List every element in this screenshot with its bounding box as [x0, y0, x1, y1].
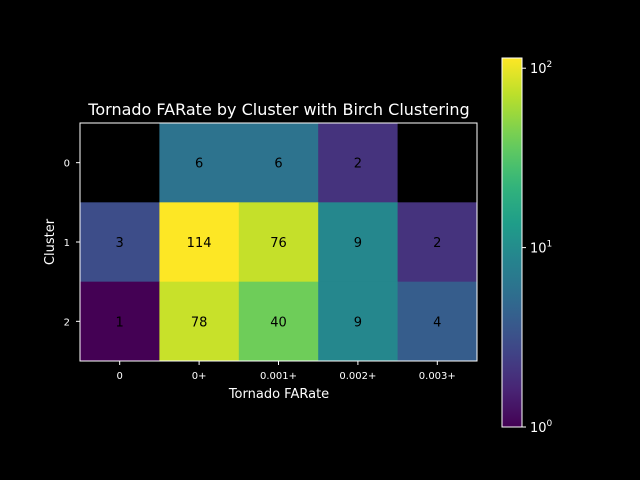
colorbar — [501, 57, 523, 428]
heatmap-cell — [159, 123, 240, 203]
colorbar-tick-label: 101 — [530, 240, 552, 257]
cell-value-label: 78 — [191, 315, 208, 330]
cell-value-label: 6 — [195, 157, 203, 172]
x-tick-label: 0+ — [192, 371, 207, 382]
y-tick-label: 2 — [64, 317, 70, 328]
heatmap-cell-labels: 6 6 2 3 114 76 9 2 1 78 40 9 4 — [116, 157, 442, 331]
heatmap-cell — [318, 202, 399, 283]
cell-value-label: 9 — [354, 236, 362, 251]
heatmap-cell — [238, 123, 319, 203]
cell-value-label: 3 — [116, 236, 124, 251]
heatmap-cell — [318, 281, 399, 362]
x-tick-label: 0 — [117, 371, 123, 382]
heatmap-cell — [80, 123, 160, 203]
cell-value-label: 114 — [187, 236, 212, 251]
x-tick-label: 0.002+ — [339, 371, 376, 382]
chart-title: Tornado FARate by Cluster with Birch Clu… — [87, 100, 469, 119]
heatmap-cell — [318, 123, 399, 203]
y-axis-label: Cluster — [43, 218, 58, 265]
heatmap-cell — [397, 202, 478, 283]
x-axis-ticks: 0 0+ 0.001+ 0.002+ 0.003+ — [117, 361, 456, 382]
heatmap-cell — [80, 202, 160, 283]
cell-value-label: 76 — [270, 236, 287, 251]
cell-value-label: 1 — [116, 315, 124, 330]
heatmap-cell — [397, 281, 478, 362]
cell-value-label: 2 — [354, 157, 362, 172]
colorbar-ticks: 100 101 102 — [522, 60, 553, 436]
cell-value-label: 4 — [433, 315, 441, 330]
x-tick-label: 0.003+ — [419, 371, 456, 382]
cell-value-label: 2 — [433, 236, 441, 251]
colorbar-tick-label: 100 — [530, 419, 553, 436]
x-axis-label: Tornado FARate — [228, 387, 329, 402]
heatmap-cell — [80, 281, 160, 362]
heatmap-cell — [238, 202, 319, 283]
y-tick-label: 1 — [64, 238, 70, 249]
cell-value-label: 9 — [354, 315, 362, 330]
y-axis-ticks: 0 1 2 — [64, 159, 80, 328]
x-tick-label: 0.001+ — [260, 371, 297, 382]
heatmap-cell — [159, 281, 240, 362]
y-tick-label: 0 — [64, 159, 70, 170]
cell-value-label: 40 — [270, 315, 287, 330]
heatmap-cell — [238, 281, 319, 362]
cell-value-label: 6 — [274, 157, 282, 172]
colorbar-tick-label: 102 — [530, 60, 552, 77]
heatmap-cell — [159, 202, 240, 283]
heatmap-cells — [80, 123, 478, 362]
heatmap-cell — [397, 123, 478, 203]
